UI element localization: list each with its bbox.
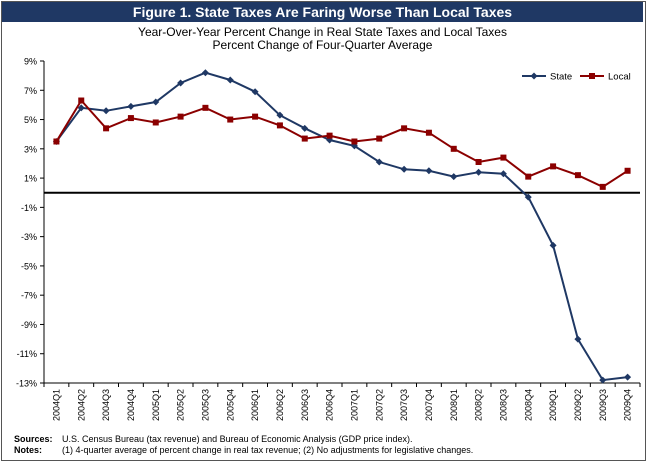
data-point-local xyxy=(152,119,159,126)
data-point-state xyxy=(549,241,557,249)
x-tick-label: 2005Q1 xyxy=(151,389,161,421)
x-tick-label: 2006Q4 xyxy=(325,389,335,421)
x-tick-label: 2009Q1 xyxy=(548,389,558,421)
x-tick-label: 2009Q4 xyxy=(623,389,633,421)
legend-marker xyxy=(530,72,538,80)
data-point-state xyxy=(177,79,185,87)
x-tick-label: 2007Q3 xyxy=(399,389,409,421)
data-point-local xyxy=(450,145,457,152)
series-line-state xyxy=(55,71,628,382)
sources-note: Sources: U.S. Census Bureau (tax revenue)… xyxy=(14,434,413,444)
data-point-local xyxy=(351,138,358,145)
data-point-state xyxy=(102,107,110,115)
data-point-state xyxy=(624,373,632,381)
notes-text: (1) 4-quarter average of percent change … xyxy=(62,445,474,455)
data-point-local xyxy=(425,129,432,136)
data-point-local xyxy=(301,135,308,142)
x-tick-label: 2004Q1 xyxy=(51,389,61,421)
y-tick-label: -13% xyxy=(16,379,37,389)
data-point-local xyxy=(202,104,209,111)
x-tick-label: 2006Q3 xyxy=(300,389,310,421)
figure-title: Figure 1. State Taxes Are Faring Worse T… xyxy=(2,2,643,22)
data-point-local xyxy=(177,113,184,120)
y-tick-label: -7% xyxy=(21,291,37,301)
y-tick-label: 7% xyxy=(24,86,37,96)
data-point-state xyxy=(375,158,383,166)
x-tick-label: 2007Q2 xyxy=(374,389,384,421)
chart-subtitle-line1: Year-Over-Year Percent Change in Real St… xyxy=(138,25,507,39)
x-tick-label: 2009Q3 xyxy=(598,389,608,421)
data-point-local xyxy=(401,125,408,132)
x-tick-label: 2004Q3 xyxy=(101,389,111,421)
data-point-local xyxy=(525,173,532,180)
data-point-state xyxy=(450,173,458,181)
x-tick-label: 2005Q2 xyxy=(176,389,186,421)
y-tick-label: 5% xyxy=(24,115,37,125)
legend-label-local: Local xyxy=(608,72,631,83)
data-point-local xyxy=(227,116,234,123)
data-point-local xyxy=(624,167,631,174)
data-point-local xyxy=(78,97,85,104)
data-point-state xyxy=(400,165,408,173)
data-point-state xyxy=(226,76,234,84)
data-point-local xyxy=(53,138,60,145)
data-point-local xyxy=(599,183,606,190)
y-tick-label: 9% xyxy=(24,57,37,67)
x-tick-label: 2008Q4 xyxy=(523,389,533,421)
data-point-local xyxy=(252,113,259,120)
x-tick-label: 2008Q1 xyxy=(449,389,459,421)
data-point-state xyxy=(574,335,582,343)
data-point-state xyxy=(152,98,160,106)
data-point-local xyxy=(376,135,383,142)
data-point-local xyxy=(500,154,507,161)
y-tick-label: 3% xyxy=(24,144,37,154)
y-tick-label: -9% xyxy=(21,320,37,330)
x-tick-label: 2004Q4 xyxy=(126,389,136,421)
y-tick-label: -3% xyxy=(21,232,37,242)
data-point-local xyxy=(475,158,482,165)
x-tick-label: 2006Q2 xyxy=(275,389,285,421)
data-point-state xyxy=(599,376,607,384)
legend-marker xyxy=(589,73,595,79)
x-tick-label: 2004Q2 xyxy=(76,389,86,421)
y-tick-label: -5% xyxy=(21,261,37,271)
y-tick-label: 1% xyxy=(24,174,37,184)
notes-label: Notes: xyxy=(14,445,43,455)
chart-subtitle-line2: Percent Change of Four-Quarter Average xyxy=(212,38,433,52)
data-point-state xyxy=(77,104,85,112)
data-point-state xyxy=(251,88,259,96)
x-tick-label: 2005Q3 xyxy=(200,389,210,421)
data-point-state xyxy=(524,193,532,201)
data-point-local xyxy=(326,132,333,139)
data-point-local xyxy=(276,122,283,129)
x-tick-label: 2007Q1 xyxy=(349,389,359,421)
data-point-state xyxy=(276,111,284,119)
data-point-state xyxy=(301,124,309,132)
data-point-state xyxy=(475,168,483,176)
x-tick-label: 2008Q3 xyxy=(498,389,508,421)
sources-label: Sources: xyxy=(14,434,53,444)
data-point-state xyxy=(499,170,507,178)
y-tick-label: -1% xyxy=(21,203,37,213)
data-point-state xyxy=(425,167,433,175)
data-point-state xyxy=(201,69,209,77)
data-point-local xyxy=(103,125,110,132)
x-tick-label: 2005Q4 xyxy=(225,389,235,421)
legend-label-state: State xyxy=(550,72,572,83)
data-point-local xyxy=(550,163,557,170)
x-tick-label: 2008Q2 xyxy=(474,389,484,421)
series-line-local xyxy=(55,98,629,189)
notes-note: Notes: (1) 4-quarter average of percent c… xyxy=(14,445,473,455)
sources-text: U.S. Census Bureau (tax revenue) and Bur… xyxy=(62,434,413,444)
x-tick-label: 2007Q4 xyxy=(424,389,434,421)
x-tick-label: 2009Q2 xyxy=(573,389,583,421)
x-tick-label: 2006Q1 xyxy=(250,389,260,421)
data-point-state xyxy=(127,102,135,110)
data-point-local xyxy=(574,172,581,179)
y-tick-label: -11% xyxy=(17,349,37,359)
data-point-local xyxy=(127,115,134,122)
